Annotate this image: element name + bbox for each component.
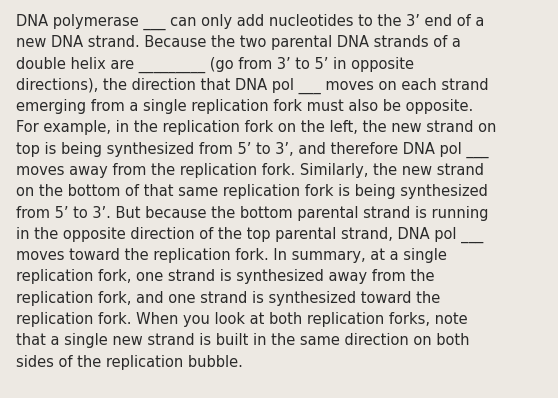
Text: in the opposite direction of the top parental strand, DNA pol ___: in the opposite direction of the top par… — [16, 227, 483, 243]
Text: replication fork, and one strand is synthesized toward the: replication fork, and one strand is synt… — [16, 291, 440, 306]
Text: moves away from the replication fork. Similarly, the new strand: moves away from the replication fork. Si… — [16, 163, 484, 178]
Text: replication fork. When you look at both replication forks, note: replication fork. When you look at both … — [16, 312, 467, 327]
Text: DNA polymerase ___ can only add nucleotides to the 3’ end of a: DNA polymerase ___ can only add nucleoti… — [16, 14, 484, 30]
Text: top is being synthesized from 5’ to 3’, and therefore DNA pol ___: top is being synthesized from 5’ to 3’, … — [16, 142, 488, 158]
Text: from 5’ to 3’. But because the bottom parental strand is running: from 5’ to 3’. But because the bottom pa… — [16, 205, 488, 220]
Text: replication fork, one strand is synthesized away from the: replication fork, one strand is synthesi… — [16, 269, 434, 285]
Text: moves toward the replication fork. In summary, at a single: moves toward the replication fork. In su… — [16, 248, 446, 263]
Text: directions), the direction that DNA pol ___ moves on each strand: directions), the direction that DNA pol … — [16, 78, 488, 94]
Text: double helix are _________ (go from 3’ to 5’ in opposite: double helix are _________ (go from 3’ t… — [16, 57, 413, 73]
Text: that a single new strand is built in the same direction on both: that a single new strand is built in the… — [16, 334, 469, 348]
Text: emerging from a single replication fork must also be opposite.: emerging from a single replication fork … — [16, 99, 473, 114]
Text: sides of the replication bubble.: sides of the replication bubble. — [16, 355, 243, 370]
Text: new DNA strand. Because the two parental DNA strands of a: new DNA strand. Because the two parental… — [16, 35, 460, 50]
Text: For example, in the replication fork on the left, the new strand on: For example, in the replication fork on … — [16, 120, 496, 135]
Text: on the bottom of that same replication fork is being synthesized: on the bottom of that same replication f… — [16, 184, 488, 199]
